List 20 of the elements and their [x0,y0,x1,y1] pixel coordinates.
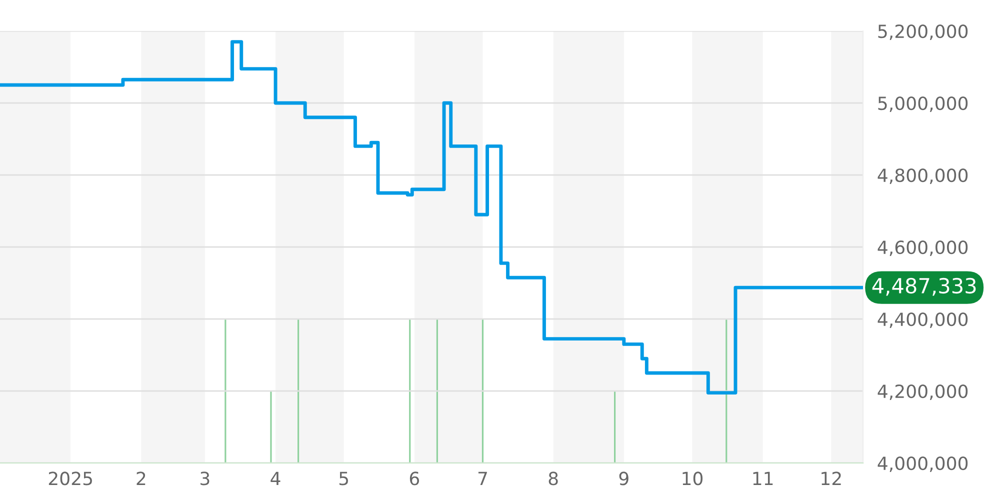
x-tick-label: 5 [339,472,348,486]
x-tick-label: 9 [619,472,628,486]
x-tick-label: 2025 [48,472,92,486]
annotation: 4,487,333 [872,278,976,296]
x-tick-label: 2 [136,472,146,486]
x-tick-label: 4 [270,472,280,486]
x-tick-label: 6 [410,472,420,486]
y-tick-label: 5,200,000 [878,24,968,40]
y-tick-label: 4,200,000 [878,384,968,400]
y-tick-label: 4,600,000 [878,240,968,256]
y-tick-label: 4,400,000 [878,312,968,328]
y-tick-label: 5,000,000 [878,96,968,112]
y-tick-label: 4,000,000 [878,456,968,472]
y-tick-label: 4,800,000 [878,168,968,184]
x-tick-label: 11 [753,472,773,486]
x-tick-label: 3 [200,472,210,486]
x-tick-label: 10 [682,472,703,486]
x-tick-label: 8 [548,472,558,486]
x-tick-label: 7 [478,472,487,486]
x-tick-label: 12 [822,472,841,486]
